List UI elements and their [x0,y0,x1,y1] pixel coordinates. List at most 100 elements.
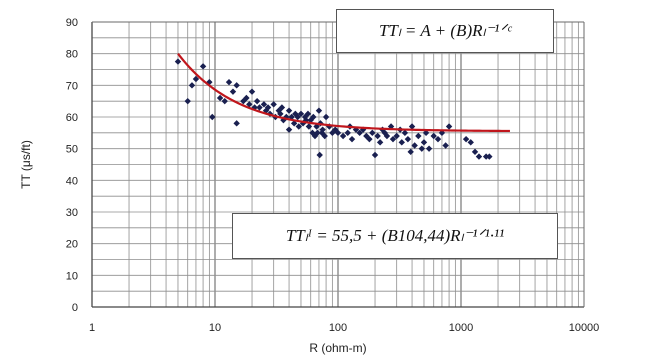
data-point [216,94,224,102]
equation-general-box: TTₗ = A + (B)Rₗ⁻¹ᐟᶜ [336,9,554,53]
y-tick-label: 10 [66,270,78,282]
data-point [233,120,240,127]
data-point [248,88,256,95]
data-point [374,132,381,140]
data-point [174,58,182,65]
data-point [319,126,326,133]
data-point [260,101,268,108]
data-point [316,151,323,159]
data-point [305,123,313,130]
data-point [389,135,397,143]
data-point [256,104,263,111]
data-point [188,82,196,89]
equation-general: TTₗ = A + (B)Rₗ⁻¹ᐟᶜ [378,21,512,40]
x-tick-labels: 1 10 100 1000 10000 [89,322,599,334]
data-point [184,97,191,105]
data-point [434,135,442,143]
data-points [174,58,493,160]
data-point [344,129,351,137]
data-point [199,63,207,70]
fit-curve [177,52,510,133]
data-point [209,113,216,121]
data-point [311,132,319,140]
data-point [225,78,233,86]
data-point [356,129,363,137]
data-point [285,126,293,133]
data-point [221,97,228,105]
data-point [304,110,312,118]
data-point [295,123,302,130]
data-point [430,132,437,140]
y-tick-label: 0 [72,302,78,314]
data-point [462,135,470,143]
data-point [401,129,409,137]
data-point [366,135,373,143]
fit-curve-group [177,52,510,133]
x-tick-label: 10000 [569,322,600,334]
y-tick-label: 70 [66,80,78,92]
data-point [321,132,328,140]
data-point [285,107,293,114]
data-point [322,113,330,121]
data-point [415,132,422,140]
data-point [369,129,376,137]
data-point [297,110,305,118]
y-tick-label: 90 [66,17,78,29]
equation-fitted-box: TTₗᴵ = 55,5 + (B104,44)Rₗ⁻¹ᐟ¹·¹¹ [232,213,558,259]
data-point [407,148,414,156]
data-point [371,151,379,159]
data-point [334,129,342,137]
data-point [229,88,237,95]
data-point [411,142,418,149]
gridlines [91,21,584,308]
data-point [246,101,253,108]
data-point [475,153,483,160]
data-point [243,94,250,102]
data-point [445,123,453,130]
y-tick-label: 80 [66,49,78,61]
data-point [233,82,240,89]
data-point [442,142,449,149]
data-point [294,113,301,121]
data-point [422,129,430,137]
data-point [290,120,298,127]
data-point [420,139,428,146]
equation-fitted: TTₗᴵ = 55,5 + (B104,44)Rₗ⁻¹ᐟ¹·¹¹ [285,226,505,245]
y-tick-label: 60 [66,112,78,124]
data-point [278,104,286,111]
data-point [418,145,425,152]
data-point [482,153,490,160]
data-point [398,139,405,146]
data-point [339,132,347,140]
data-point [253,97,261,105]
data-point [425,145,433,152]
data-point [310,113,317,121]
data-point [393,132,400,140]
data-point [314,129,321,137]
x-axis-label: R (ohm-m) [309,341,366,355]
data-point [264,104,272,111]
y-tick-label: 30 [66,207,78,219]
x-tick-label: 1 [89,322,95,334]
data-point [348,135,356,143]
y-tick-label: 50 [66,144,78,156]
x-tick-label: 1000 [449,322,473,334]
data-point [363,132,370,140]
data-point [192,75,200,83]
y-tick-label: 20 [66,239,78,251]
y-axis-label: TT (μs/ft) [19,140,33,189]
data-point [467,139,474,146]
data-point [404,135,412,143]
x-tick-label: 10 [209,322,221,334]
y-tick-label: 40 [66,175,78,187]
data-point [270,101,277,108]
data-point [486,153,493,160]
x-tick-label: 100 [329,322,347,334]
data-point [240,97,247,105]
data-point [471,148,479,156]
data-point [206,78,213,86]
data-point [277,110,284,118]
data-point [315,107,323,114]
